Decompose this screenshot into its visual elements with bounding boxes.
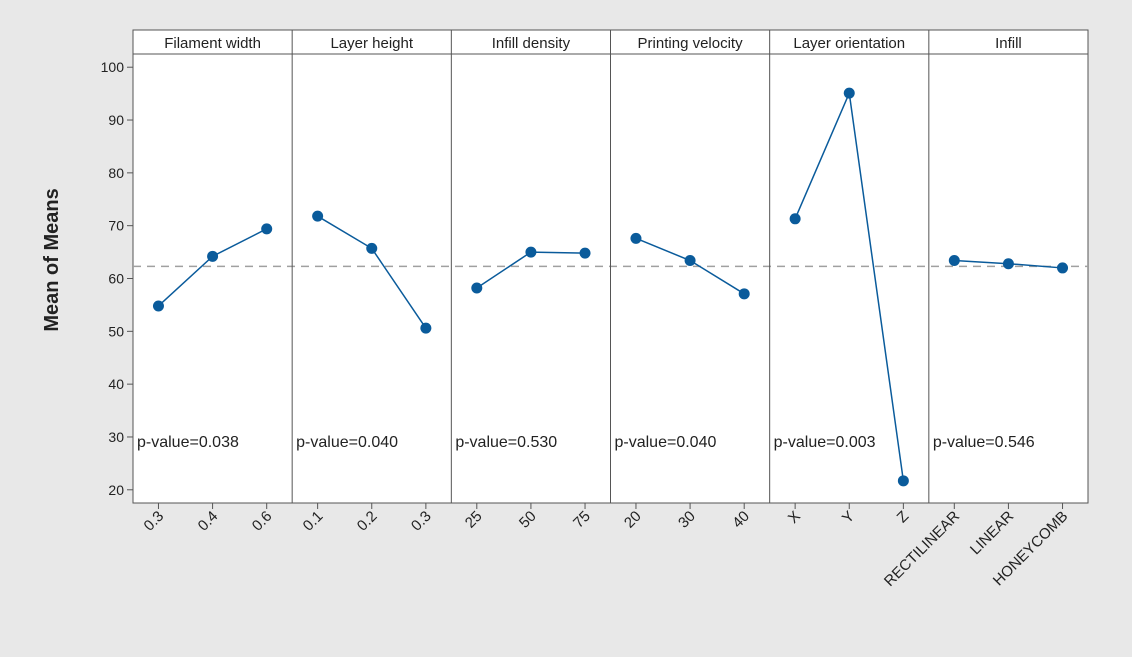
data-point — [525, 246, 537, 258]
data-point — [207, 250, 219, 262]
data-point — [684, 255, 696, 267]
p-value-annotation: p-value=0.038 — [137, 434, 239, 451]
panel-title: Infill — [995, 35, 1022, 52]
data-point — [843, 87, 855, 99]
panel-title: Infill density — [492, 35, 571, 52]
data-point — [579, 247, 591, 259]
data-point — [897, 475, 909, 487]
y-tick-label: 100 — [101, 59, 125, 75]
data-point — [471, 282, 483, 294]
data-point — [312, 210, 324, 222]
data-point — [152, 300, 164, 312]
panel-title: Layer orientation — [793, 35, 905, 52]
y-axis-label: Mean of Means — [41, 188, 63, 331]
data-point — [1002, 258, 1014, 270]
data-point — [948, 255, 960, 267]
panel-title: Printing velocity — [638, 35, 744, 52]
p-value-annotation: p-value=0.546 — [933, 434, 1035, 451]
p-value-annotation: p-value=0.530 — [455, 434, 557, 451]
data-point — [789, 213, 801, 225]
p-value-annotation: p-value=0.040 — [296, 434, 398, 451]
p-value-annotation: p-value=0.003 — [774, 434, 876, 451]
data-point — [630, 232, 642, 244]
plot-area: 20 30 40 50 60 70 80 90 100 Filament width p-value… — [101, 29, 1089, 590]
panel-title: Layer height — [330, 35, 413, 52]
data-point — [1057, 262, 1069, 274]
data-point — [738, 288, 750, 300]
y-tick-label: 50 — [108, 323, 124, 339]
y-tick-label: 80 — [108, 165, 124, 181]
y-tick-label: 30 — [108, 429, 124, 445]
y-tick-label: 90 — [108, 112, 124, 128]
data-point — [420, 322, 432, 334]
y-tick-label: 70 — [108, 218, 124, 234]
y-tick-label: 20 — [108, 482, 124, 498]
panel-title: Filament width — [164, 35, 261, 52]
data-point — [261, 223, 273, 235]
data-point — [366, 242, 378, 254]
y-tick-label: 40 — [108, 376, 124, 392]
y-tick-label: 60 — [108, 271, 124, 287]
p-value-annotation: p-value=0.040 — [615, 434, 717, 451]
